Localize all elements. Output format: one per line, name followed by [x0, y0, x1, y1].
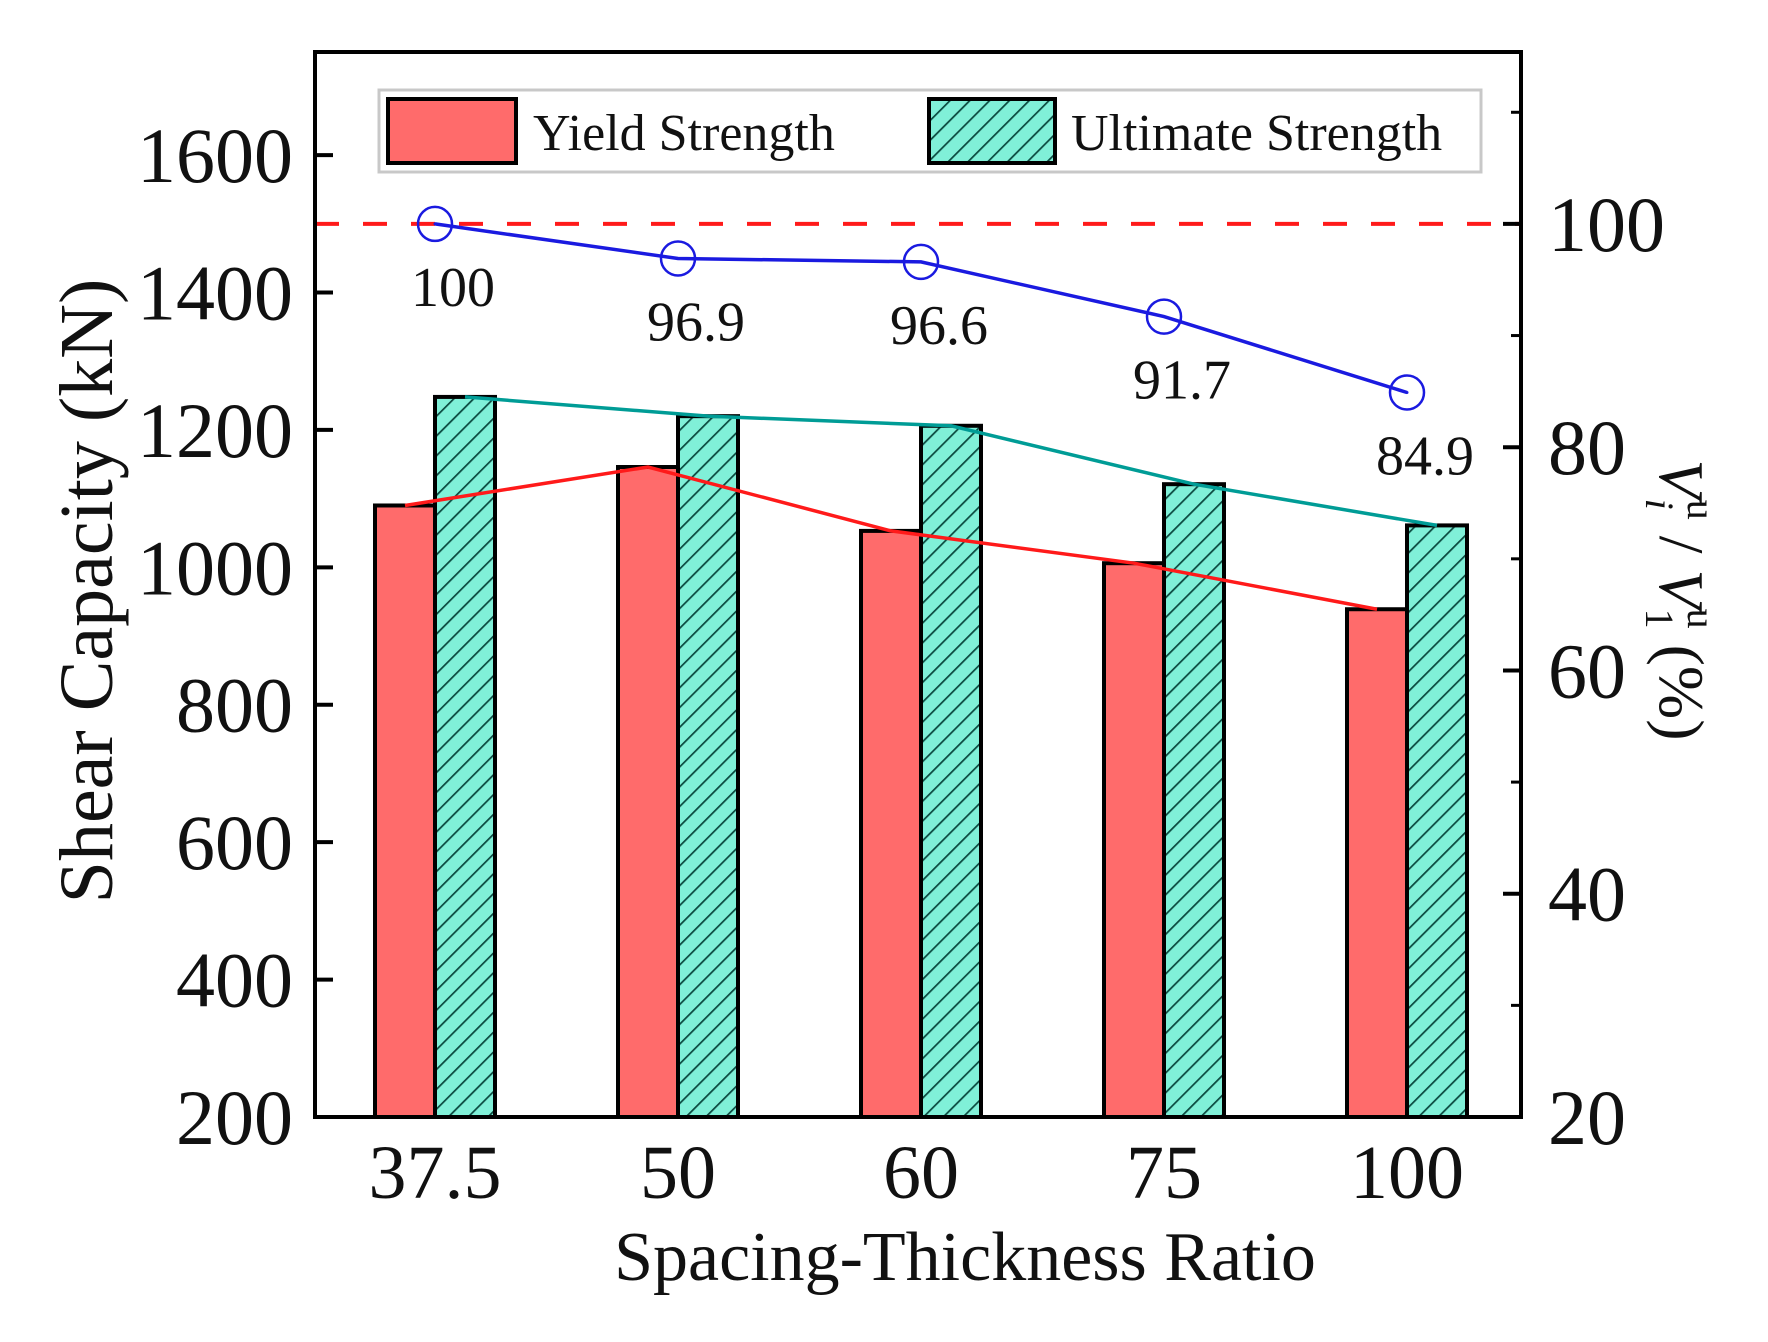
- bar-ultimate-strength: [433, 394, 497, 1119]
- bar-ultimate-strength: [676, 414, 740, 1119]
- ratio-data-label: 96.6: [890, 295, 988, 357]
- plot-frame: [313, 50, 1523, 1119]
- bars-layer: [373, 394, 1469, 1119]
- legend-label-ultimate: Ultimate Strength: [1071, 105, 1442, 162]
- y2-axis-title: Viu / V1u (%): [1637, 459, 1724, 740]
- y2-title-sup-u1: u: [1679, 609, 1724, 629]
- y2-tick-label: 20: [1548, 1074, 1626, 1161]
- ratio-data-label: 100: [411, 257, 495, 319]
- x-tick-label: 75: [1126, 1131, 1202, 1215]
- y2-tick-label: 40: [1548, 851, 1626, 938]
- bar-yield-strength: [373, 503, 437, 1119]
- y2-tick-label: 100: [1548, 181, 1665, 268]
- ratio-point-center: [919, 260, 923, 264]
- legend: Yield Strength Ultimate Strength: [377, 88, 1483, 174]
- x-tick-label: 100: [1350, 1131, 1464, 1215]
- y-axis-title: Shear Capacity (kN): [45, 279, 129, 904]
- y-tick-label: 1000: [137, 524, 293, 611]
- bar-ultimate-strength: [1162, 482, 1226, 1119]
- bar-yield-strength: [616, 465, 680, 1119]
- line-ultimate-strength: [464, 395, 1438, 528]
- ratio-point: [902, 243, 940, 281]
- y2-title-v: V: [1646, 459, 1717, 505]
- bar-ultimate-strength: [919, 423, 983, 1119]
- y2-title-unit: (%): [1646, 629, 1717, 741]
- x-axis-title: Spacing-Thickness Ratio: [614, 1219, 1316, 1296]
- ratio-point: [416, 205, 454, 243]
- line-yield-strength: [404, 465, 1378, 611]
- ratio-data-label: 96.9: [647, 292, 745, 354]
- y-tick-label: 200: [176, 1074, 293, 1161]
- y-tick-label: 1400: [137, 249, 293, 336]
- y2-title-sup-u: u: [1679, 500, 1724, 520]
- x-tick-label: 37.5: [369, 1131, 502, 1215]
- y-tick-label: 600: [176, 799, 293, 886]
- ratio-data-label: 84.9: [1376, 425, 1474, 487]
- lines-layer: 100 96.9 96.6 91.7 84.9: [315, 205, 1521, 611]
- ratio-point-center: [676, 257, 680, 261]
- bar-yield-strength: [1102, 561, 1166, 1119]
- y-tick-label: 1200: [137, 387, 293, 474]
- y2-title-sub-1: 1: [1637, 609, 1682, 629]
- ratio-point-center: [433, 222, 437, 226]
- ticks-layer: 37.5 50 60 75 100 200 400 600 800 1000 1200 1400 160…: [137, 110, 1665, 1215]
- y-tick-label: 400: [176, 937, 293, 1024]
- y2-tick-label: 80: [1548, 404, 1626, 491]
- y-tick-label: 1600: [137, 112, 293, 199]
- ratio-data-label: 91.7: [1133, 350, 1231, 412]
- ratio-point: [659, 240, 697, 277]
- ratio-point-center: [1405, 390, 1409, 394]
- legend-label-yield: Yield Strength: [533, 105, 835, 162]
- y2-title-sub-i: i: [1637, 499, 1682, 510]
- bar-yield-strength: [1345, 607, 1409, 1119]
- ratio-point: [1388, 374, 1426, 411]
- x-tick-label: 60: [883, 1131, 959, 1215]
- x-tick-label: 50: [640, 1131, 716, 1215]
- ratio-point-center: [1162, 315, 1166, 319]
- y2-tick-label: 60: [1548, 627, 1626, 714]
- legend-swatch-ultimate: [927, 97, 1057, 165]
- y2-title-sep: /: [1646, 520, 1717, 570]
- legend-swatch-yield: [386, 97, 518, 165]
- bar-ultimate-strength: [1405, 523, 1469, 1119]
- y2-title-v1: V: [1646, 569, 1717, 615]
- bar-yield-strength: [859, 528, 923, 1119]
- ratio-point: [1145, 298, 1183, 335]
- y-tick-label: 800: [176, 662, 293, 749]
